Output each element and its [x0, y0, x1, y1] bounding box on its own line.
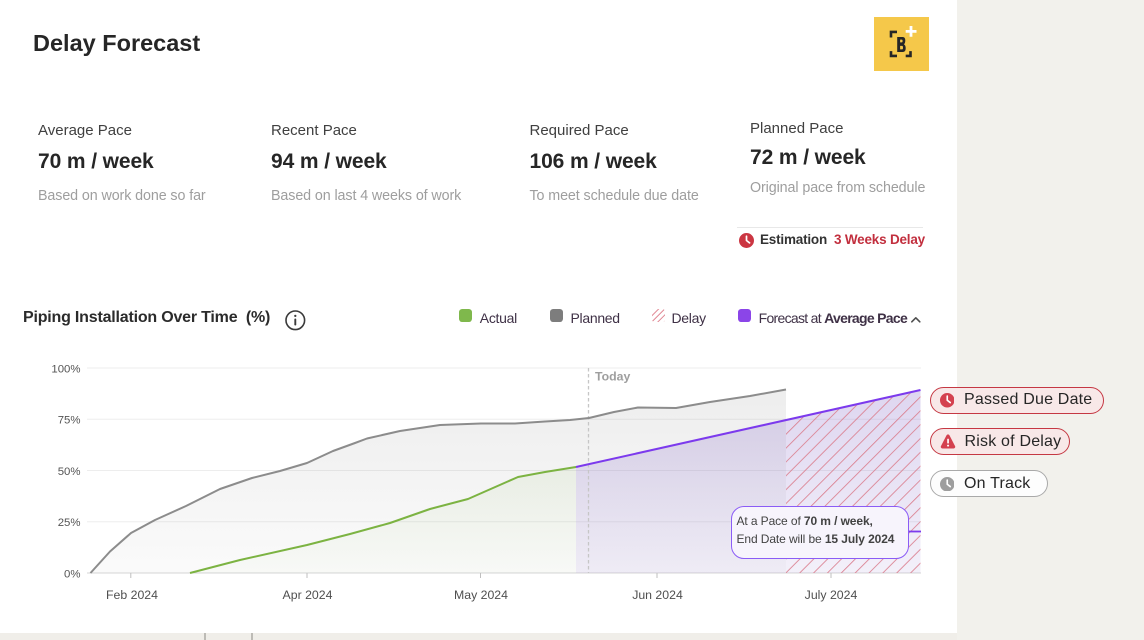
svg-text:50%: 50%: [58, 466, 81, 478]
svg-text:July 2024: July 2024: [805, 588, 858, 602]
svg-text:25%: 25%: [58, 517, 81, 529]
svg-text:0%: 0%: [64, 568, 80, 580]
svg-text:75%: 75%: [58, 415, 81, 427]
svg-text:Jun 2024: Jun 2024: [632, 588, 683, 602]
svg-text:Today: Today: [595, 370, 630, 384]
svg-text:May 2024: May 2024: [454, 588, 508, 602]
svg-text:100%: 100%: [51, 363, 80, 375]
svg-text:Apr 2024: Apr 2024: [283, 588, 333, 602]
svg-text:Feb 2024: Feb 2024: [106, 588, 158, 602]
